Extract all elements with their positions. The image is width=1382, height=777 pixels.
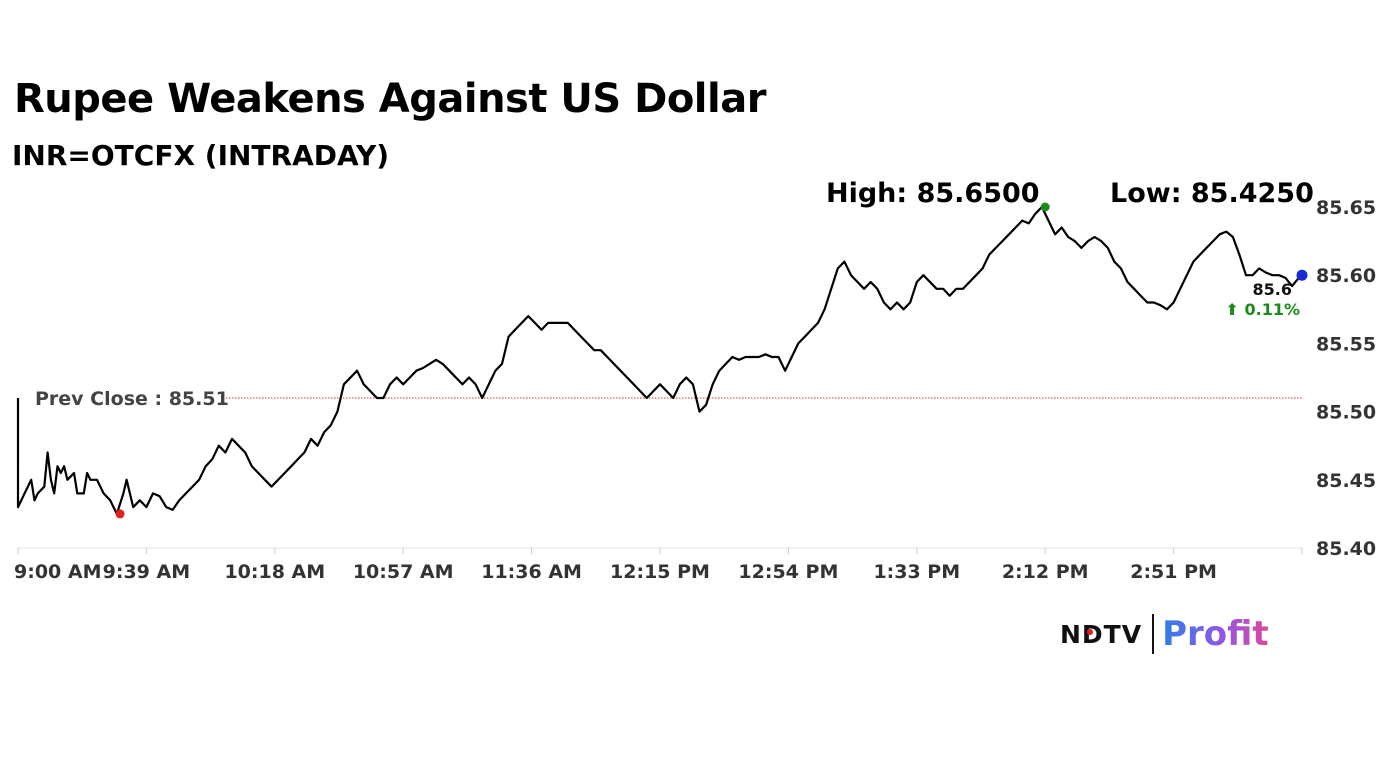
x-tick-label: 1:33 PM (873, 561, 960, 583)
price-series (16, 205, 1303, 516)
axes: 9:00 AM 9:39 AM 10:18 AM 10:57 AM 11:36 AM 12… (14, 197, 1376, 583)
low-point-marker (115, 509, 125, 519)
x-tick-label: 12:54 PM (738, 561, 838, 583)
y-tick-label: 85.40 (1316, 538, 1376, 560)
last-point-marker (1296, 269, 1308, 281)
x-tick-label: 9:39 AM (103, 561, 191, 583)
high-point-marker (1040, 202, 1050, 212)
x-tick-label: 2:12 PM (1002, 561, 1089, 583)
x-tick-label: 11:36 AM (481, 561, 582, 583)
y-tick-label: 85.60 (1316, 265, 1376, 287)
x-tick-label: 10:18 AM (224, 561, 325, 583)
y-tick-label: 85.50 (1316, 402, 1376, 424)
last-change-label: ⬆ 0.11% (1226, 300, 1300, 319)
x-tick-label: 10:57 AM (353, 561, 454, 583)
chart-subtitle: INR=OTCFX (INTRADAY) (12, 139, 390, 172)
high-label: High: 85.6500 (826, 178, 1040, 209)
chart-title: Rupee Weakens Against US Dollar (14, 76, 766, 122)
logo-divider (1152, 614, 1155, 654)
y-tick-label: 85.55 (1316, 333, 1376, 355)
x-tick-label: 9:00 AM (14, 561, 102, 583)
x-tick-label: 2:51 PM (1130, 561, 1217, 583)
logo-dot-icon (1087, 629, 1093, 635)
price-line (16, 205, 1303, 516)
prev-close: Prev Close : 85.51 (35, 388, 1302, 410)
low-label: Low: 85.4250 (1110, 178, 1314, 209)
markers: 85.6⬆ 0.11% (115, 202, 1308, 519)
x-tick-label: 12:15 PM (610, 561, 710, 583)
last-value-label: 85.6 (1253, 280, 1292, 299)
y-tick-label: 85.45 (1316, 470, 1376, 492)
prev-close-label: Prev Close : 85.51 (35, 388, 229, 410)
y-tick-label: 85.65 (1316, 197, 1376, 219)
profit-wordmark: Profit (1162, 614, 1269, 654)
ndtv-wordmark: NDTV (1060, 619, 1143, 649)
ndtv-profit-logo: NDTV Profit (1060, 612, 1269, 656)
